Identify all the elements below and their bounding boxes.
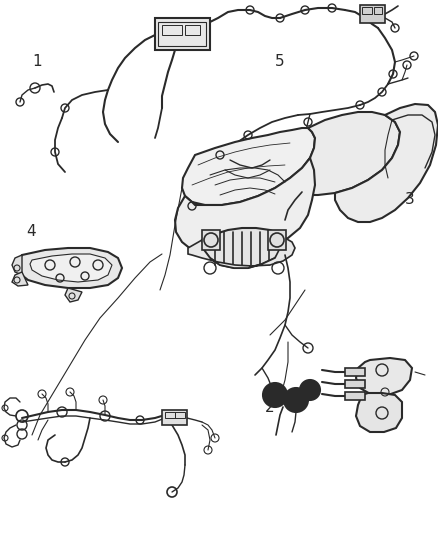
Bar	[345, 380, 365, 388]
Bar	[374, 7, 382, 14]
Text: 4: 4	[27, 224, 36, 239]
Polygon shape	[188, 238, 295, 268]
Bar	[202, 230, 220, 250]
Polygon shape	[298, 112, 400, 195]
Bar	[165, 412, 175, 418]
Bar	[175, 412, 185, 418]
Text: 5: 5	[275, 54, 284, 69]
Text: 3: 3	[405, 192, 414, 207]
Bar	[158, 22, 206, 46]
Polygon shape	[202, 228, 285, 268]
Bar	[162, 410, 187, 425]
Polygon shape	[356, 393, 402, 432]
Bar	[360, 5, 385, 23]
Circle shape	[263, 383, 287, 407]
Text: 2: 2	[265, 400, 274, 415]
Text: 1: 1	[32, 54, 42, 69]
Circle shape	[284, 388, 308, 412]
Polygon shape	[175, 158, 315, 256]
Bar	[268, 230, 286, 250]
Polygon shape	[335, 104, 438, 222]
Bar	[155, 18, 210, 50]
Bar	[345, 368, 365, 376]
Circle shape	[300, 380, 320, 400]
Bar	[345, 392, 365, 400]
Polygon shape	[182, 128, 315, 205]
Bar	[185, 25, 200, 35]
Polygon shape	[30, 254, 112, 282]
Bar	[162, 25, 182, 35]
Polygon shape	[12, 255, 22, 275]
Polygon shape	[65, 288, 82, 302]
Polygon shape	[18, 248, 122, 288]
Polygon shape	[356, 358, 412, 395]
Bar	[362, 7, 372, 14]
Polygon shape	[12, 272, 28, 286]
